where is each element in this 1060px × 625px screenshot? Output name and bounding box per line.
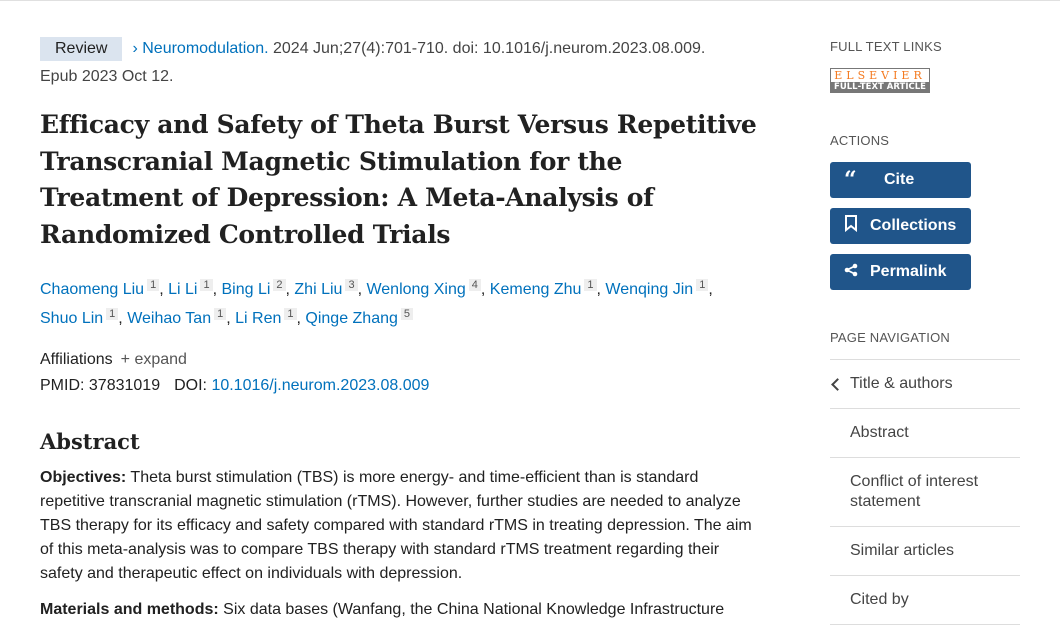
plus-icon: + [120,351,135,368]
citation-details: 2024 Jun;27(4):701-710. doi: 10.1016/j.n… [268,40,706,57]
abstract-methods: Materials and methods: Six data bases (W… [40,601,725,618]
permalink-button[interactable]: Permalink [830,254,971,290]
bookmark-icon [844,215,864,237]
affiliation-number[interactable]: 5 [400,308,414,320]
author-link[interactable]: Wenlong Xing [366,281,466,298]
author-link[interactable]: Qinge Zhang [305,310,398,327]
author-link[interactable]: Kemeng Zhu [489,281,582,298]
nav-conflict-of-interest[interactable]: Conflict of interest statement [830,458,1020,527]
nav-title-authors[interactable]: Title & authors [830,360,1020,409]
author-link[interactable]: Li Li [168,281,198,298]
article-main: Review › Neuromodulation. 2024 Jun;27(4):… [40,35,765,622]
full-text-links-heading: FULL TEXT LINKS [830,39,942,54]
affiliation-number[interactable]: 4 [468,279,481,291]
nav-similar-articles[interactable]: Similar articles [830,527,1020,576]
share-icon [844,263,864,282]
author-link[interactable]: Shuo Lin [40,310,104,327]
affiliation-number[interactable]: 2 [273,279,286,291]
article-title: Efficacy and Safety of Theta Burst Versu… [40,110,757,249]
affiliation-number[interactable]: 1 [200,279,213,291]
author-link[interactable]: Li Ren [235,310,282,327]
abstract-objectives: Objectives: Theta burst stimulation (TBS… [40,469,752,582]
chevron-right-icon: › [132,40,143,57]
affiliation-number[interactable]: 3 [345,279,358,291]
actions-heading: ACTIONS [830,133,890,148]
affiliation-number[interactable]: 1 [106,308,119,320]
abstract-body: Objectives: Theta burst stimulation (TBS… [40,466,765,622]
page-navigation: Title & authors Abstract Conflict of int… [830,359,1020,625]
review-badge: Review [40,37,123,61]
nav-cited-by[interactable]: Cited by [830,576,1020,625]
doi-link[interactable]: 10.1016/j.neurom.2023.08.009 [211,377,430,394]
journal-link[interactable]: › Neuromodulation. [132,40,269,57]
collections-button[interactable]: Collections [830,208,971,244]
affiliation-number[interactable]: 1 [696,279,709,291]
quote-icon: “ [844,167,857,193]
affiliations-label: Affiliations [40,351,113,368]
epub-date: Epub 2023 Oct 12. [40,68,174,85]
author-link[interactable]: Wenqing Jin [605,281,694,298]
affiliation-number[interactable]: 1 [584,279,597,291]
affiliation-number[interactable]: 1 [284,308,297,320]
author-list: Chaomeng Liu 1, Li Li 1, Bing Li 2, Zhi Liu… [40,279,713,327]
abstract-heading: Abstract [40,429,140,454]
nav-abstract[interactable]: Abstract [830,409,1020,458]
affiliation-number[interactable]: 1 [214,308,227,320]
cite-button[interactable]: “Cite [830,162,971,198]
page-navigation-heading: PAGE NAVIGATION [830,330,951,345]
sidebar: FULL TEXT LINKS ELSEVIER FULL-TEXT ARTICL… [830,39,1020,625]
affiliation-number[interactable]: 1 [147,279,160,291]
author-link[interactable]: Chaomeng Liu [40,281,145,298]
expand-affiliations-button[interactable]: + expand [120,351,187,368]
pmid: 37831019 [88,377,161,394]
affiliations: Affiliations + expand [40,347,765,373]
author-link[interactable]: Weihao Tan [127,310,212,327]
author-link[interactable]: Zhi Liu [294,281,343,298]
author-link[interactable]: Bing Li [221,281,271,298]
elsevier-full-text-link[interactable]: ELSEVIER FULL-TEXT ARTICLE [830,68,930,93]
identifiers: PMID: 37831019 DOI: 10.1016/j.neurom.2023… [40,377,430,394]
citation: Review › Neuromodulation. 2024 Jun;27(4):… [40,35,765,91]
